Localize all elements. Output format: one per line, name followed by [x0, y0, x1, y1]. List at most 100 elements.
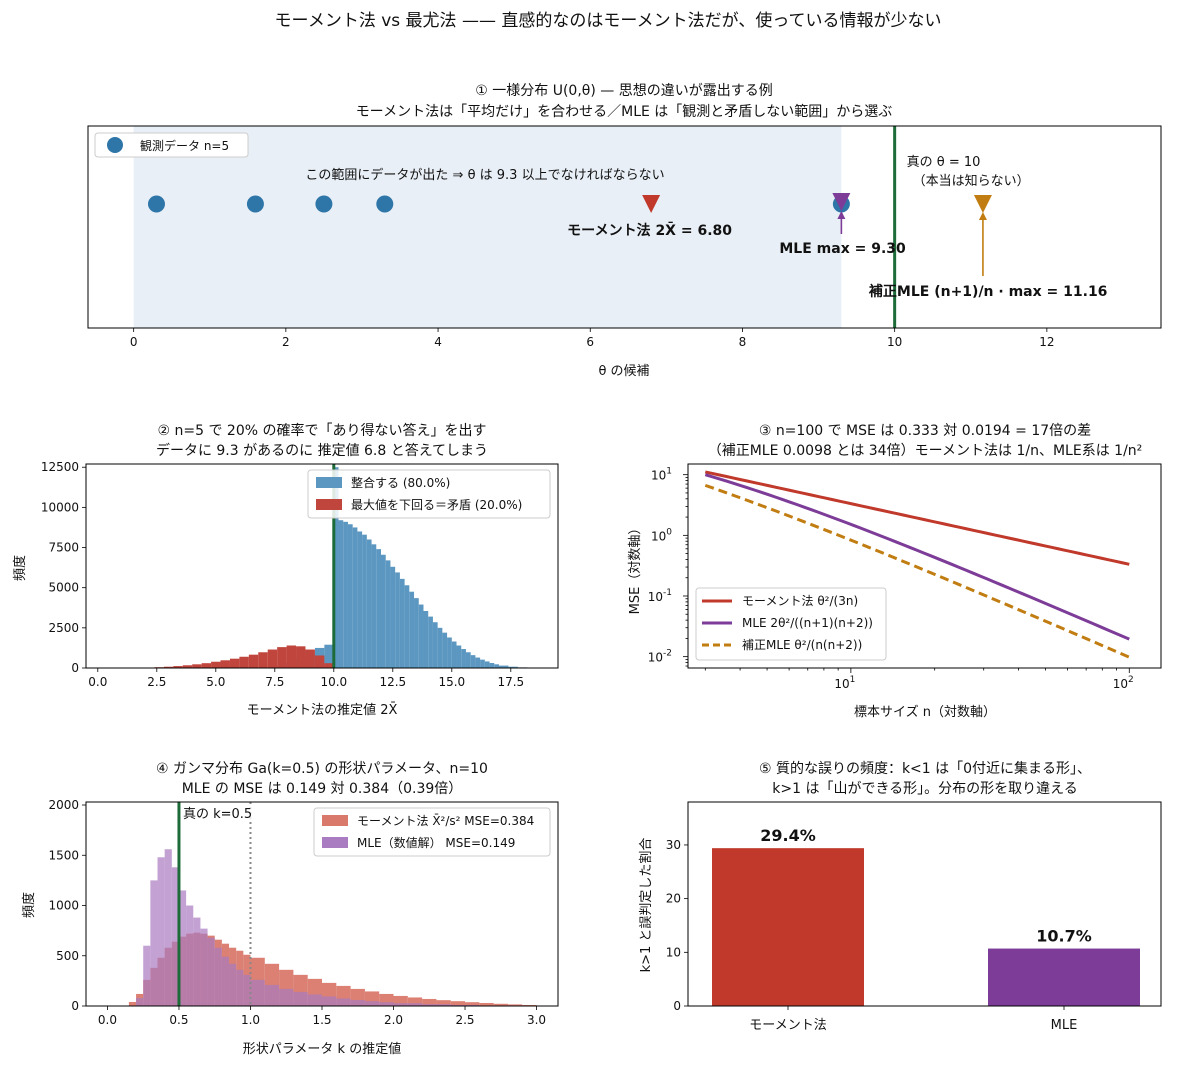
panel3-ytick-label-1: 10-1 [648, 588, 672, 604]
panel3-ytick-label-3: 101 [651, 467, 672, 483]
panel3-legend-label-1: MLE 2θ²/((n+1)(n+2)) [742, 616, 873, 630]
panel2-series0-bar-43 [508, 666, 518, 668]
panel2-legend-swatch-ok [316, 477, 342, 488]
panel-moment-histogram: ② n=5 で 20% の確率で「あり得ない答え」を出す データに 9.3 があ… [12, 422, 559, 718]
panel4-series0-bar-28 [393, 995, 408, 1006]
panel2-series1-bar-8 [220, 660, 230, 668]
panel2-xtick-label-5: 12.5 [379, 675, 406, 689]
panel3-legend-label-0: モーメント法 θ²/(3n) [742, 594, 858, 608]
panel2-series0-bar-27 [428, 616, 433, 668]
panel5-ytick-label-0: 0 [673, 999, 681, 1013]
panel3-series-line-0 [704, 470, 1130, 566]
panel4-series1-bar-6 [178, 890, 187, 1006]
panel2-series1-bar-10 [239, 656, 249, 668]
panel2-series0-bar-25 [418, 604, 424, 668]
panel2-xtick-label-3: 7.5 [265, 675, 284, 689]
panel4-series1-bar-24 [364, 1001, 380, 1006]
panel2-series1-bar-7 [211, 661, 221, 668]
panel4-ytick-label-3: 1500 [48, 848, 79, 862]
panel3-series-line-1 [704, 473, 1130, 641]
panel4-series1-bar-14 [236, 969, 244, 1006]
panel4-series1-bar-5 [171, 867, 179, 1006]
panel4-series1-bar-0 [136, 997, 144, 1006]
panel2-series0-bar-16 [376, 549, 381, 668]
corrected-mle-arrow-head [978, 212, 987, 220]
panel2-series1-bar-19 [324, 663, 334, 668]
panel2-series0-bar-15 [371, 544, 377, 668]
panel4-series1-bar-17 [264, 984, 280, 1006]
panel4-series1-bar-18 [279, 988, 294, 1006]
panel2-series0-bar-41 [494, 664, 499, 668]
panel2-xtick-label-7: 17.5 [497, 675, 524, 689]
panel2-xtick-label-1: 2.5 [147, 675, 166, 689]
panel4-legend-label-moment: モーメント法 X̄²/s² MSE=0.384 [357, 814, 534, 828]
panel3-ylabel: MSE（対数軸） [628, 522, 643, 615]
panel4-ytick-label-2: 1000 [48, 899, 79, 913]
panel1-xtick-label-6: 12 [1039, 335, 1054, 349]
panel4-series1-bar-27 [422, 1004, 451, 1006]
panel2-series0-bar-26 [423, 610, 429, 668]
panel2-ytick-label-0: 0 [71, 661, 79, 675]
panel4-ytick-label-1: 500 [56, 949, 79, 963]
panel2-series0-bar-13 [362, 534, 367, 668]
panel-uniform-estimates: ① 一様分布 U(0,θ) — 思想の違いが露出する例 モーメント法は「平均だけ… [87, 83, 1162, 379]
panel2-series1-bar-13 [267, 649, 278, 668]
panel2-series0-bar-40 [489, 663, 495, 668]
panel4-series1-bar-21 [322, 996, 337, 1006]
panel4-legend-swatch-moment [322, 815, 348, 826]
panel4-xtick-label-6: 3.0 [527, 1013, 546, 1027]
panel4-series0-bar-34 [479, 1002, 494, 1006]
panel3-legend-box [695, 587, 887, 661]
panel3-legend-label-2: 補正MLE θ²/(n(n+2)) [742, 638, 862, 652]
panel4-series1-bar-22 [336, 998, 351, 1006]
panel4-true-k-label: 真の k=0.5 [183, 807, 252, 822]
panel2-series1-bar-18 [314, 655, 325, 668]
observed-point-3 [376, 195, 394, 213]
panel2-series0-bar-17 [381, 554, 386, 668]
panel4-xtick-label-0: 0.0 [98, 1013, 117, 1027]
panel2-legend-box [307, 469, 551, 519]
panel2-title-line1: ② n=5 で 20% の確率で「あり得ない答え」を出す [158, 422, 487, 439]
panel4-series1-bar-28 [450, 1004, 480, 1006]
panel1-title-line2: モーメント法は「平均だけ」を合わせる／MLE は「観測と矛盾しない範囲」から選ぶ [356, 103, 893, 120]
panel4-series0-bar-30 [422, 998, 437, 1006]
panel2-legend-label-bad: 最大値を下回る＝矛盾 (20.0%) [351, 497, 522, 512]
panel2-series0-bar-6 [324, 644, 334, 668]
panel4-ylabel: 頻度 [21, 892, 37, 918]
observed-point-2 [315, 195, 333, 213]
panel4-series1-bar-10 [207, 937, 215, 1006]
panel3-xtick-label-1: 102 [1113, 675, 1134, 691]
panel2-series1-bar-16 [296, 646, 306, 668]
panel2-xtick-label-0: 0.0 [88, 675, 107, 689]
panel2-series0-bar-37 [475, 657, 481, 668]
panel2-series1-bar-17 [305, 649, 315, 668]
panel4-xtick-label-1: 0.5 [169, 1013, 188, 1027]
panel2-series0-bar-22 [404, 585, 410, 668]
panel3-ytick-label-2: 100 [651, 527, 672, 543]
panel4-xtick-label-2: 1.0 [241, 1013, 260, 1027]
panel5-ytick-label-1: 10 [666, 945, 681, 959]
panel4-series0-bar-33 [465, 1002, 480, 1006]
panel5-ytick-label-2: 20 [666, 892, 681, 906]
panel2-series0-bar-42 [499, 665, 509, 668]
panel2-ytick-label-3: 7500 [48, 541, 79, 555]
panel2-series0-bar-24 [414, 598, 419, 668]
panel2-ytick-label-4: 10000 [41, 500, 79, 514]
panel4-series0-bar-32 [450, 1001, 466, 1006]
panel5-value-label-0: 29.4% [760, 826, 816, 845]
panel2-series0-bar-38 [480, 659, 485, 668]
panel4-ytick-label-0: 0 [71, 999, 79, 1013]
panel2-series0-bar-14 [366, 539, 372, 668]
panel2-series0-bar-19 [390, 566, 396, 668]
panel2-series0-bar-10 [347, 524, 353, 668]
panel4-series1-bar-9 [200, 928, 208, 1006]
panel2-series1-bar-11 [248, 654, 259, 668]
panel-misjudgement-rate: ⑤ 質的な誤りの頻度：k<1 は「0付近に集まる形」、 k>1 は「山ができる形… [638, 760, 1162, 1033]
panel2-series0-bar-28 [432, 622, 438, 668]
panel4-xlabel: 形状パラメータ k の推定値 [243, 1041, 401, 1057]
panel1-xtick-label-5: 10 [887, 335, 902, 349]
panel2-ytick-label-5: 12500 [41, 460, 79, 474]
panel1-legend-marker [107, 137, 123, 153]
corrected-mle-label: 補正MLE (n+1)/n · max = 11.16 [868, 283, 1108, 300]
panel2-series0-bar-32 [451, 641, 457, 668]
